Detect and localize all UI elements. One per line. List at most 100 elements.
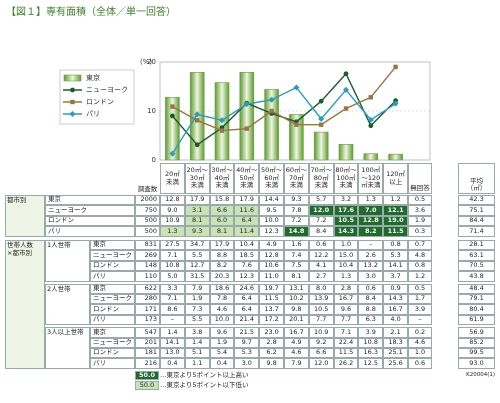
cell-no-answer: 3.6 — [408, 205, 432, 216]
cell-value: 1.3 — [333, 271, 359, 282]
cell-value: 10.0 — [209, 314, 235, 326]
cell-value: 0.6 — [308, 240, 334, 251]
row-label: ロンドン — [90, 304, 135, 315]
cell-value: 31.5 — [184, 271, 210, 282]
column-header: 調査数 — [137, 185, 158, 194]
row-label: 東京 — [90, 283, 135, 294]
cell-average: 99.5 — [458, 348, 495, 359]
cell-value: 18.5 — [234, 250, 260, 261]
cell-value: 8.2 — [358, 226, 384, 237]
cell-value: 1.3 — [160, 226, 185, 237]
cell-value: 15.8 — [209, 195, 235, 206]
cell-value: 9.5 — [259, 205, 284, 216]
cell-value: 1.4 — [160, 327, 185, 338]
cell-value: 17.9 — [209, 240, 235, 251]
cell-value: 9.6 — [209, 327, 235, 338]
cell-average: 75.1 — [458, 205, 495, 216]
cell-value: – — [358, 240, 384, 251]
cell-average: 61.9 — [458, 314, 495, 326]
cell-value: 7.2 — [284, 215, 309, 227]
cell-value: 21.5 — [234, 327, 260, 338]
cell-value: 3.3 — [160, 283, 185, 294]
legend-label: 東京 — [86, 73, 100, 82]
section-label: 世帯人数 ×都市別 — [5, 240, 45, 369]
y-tick-label: 10 — [147, 107, 156, 115]
cell-value: 4.6 — [209, 304, 235, 315]
row-label: ロンドン — [90, 260, 135, 272]
cell-value: 14.1 — [383, 260, 408, 272]
cell-value: 10.0 — [259, 215, 284, 227]
cell-value: – — [160, 314, 185, 326]
point — [244, 126, 249, 131]
row-label: パリ — [90, 314, 135, 326]
cell-value: 14.1 — [160, 337, 185, 348]
cell-value: 34.7 — [184, 240, 210, 251]
cell-value: 13.1 — [284, 283, 309, 294]
cell-n: 831 — [135, 240, 160, 251]
point — [170, 113, 175, 119]
cell-value: 7.3 — [184, 304, 210, 315]
cell-value: 10.5 — [308, 304, 334, 315]
row-label: パリ — [90, 358, 135, 369]
cell-n: 173 — [135, 314, 160, 326]
bar — [388, 153, 403, 161]
cell-value: 11.0 — [259, 271, 284, 282]
cell-value: 17.6 — [333, 205, 359, 216]
cell-value: 3.2 — [333, 195, 359, 206]
cell-average: 85.2 — [458, 337, 495, 348]
cell-value: 7.8 — [209, 294, 235, 305]
point — [243, 101, 250, 108]
point — [318, 98, 324, 104]
cell-value: 12.8 — [259, 250, 284, 261]
cell-value: 3.9 — [358, 327, 384, 338]
group-label: 3人以上世帯 — [45, 327, 90, 369]
row-label: ニューヨーク — [45, 205, 135, 216]
legend-marker — [70, 99, 75, 105]
point — [343, 106, 349, 111]
row-label: ニューヨーク — [90, 337, 135, 348]
cell-value: 6.6 — [209, 205, 235, 216]
cell-value: 25.1 — [383, 348, 408, 359]
cell-value: 8.2 — [209, 260, 235, 272]
column-header: 50㎡～ 60㎡ 未満 — [259, 163, 284, 194]
cell-no-answer: 1.2 — [408, 271, 432, 282]
cell-n: 547 — [135, 327, 160, 338]
cell-value: 10.8 — [358, 337, 384, 348]
point — [194, 142, 200, 148]
cell-value: 19.7 — [259, 283, 284, 294]
cell-no-answer: 3.9 — [408, 304, 432, 315]
cell-no-answer: 0.2 — [408, 327, 432, 338]
cell-value: 18.6 — [209, 283, 235, 294]
line — [172, 66, 397, 132]
point — [169, 150, 176, 157]
cell-value: 3.1 — [184, 205, 210, 216]
row-label: ロンドン — [45, 215, 135, 227]
cell-value: 24.6 — [234, 283, 260, 294]
cell-value: 8.4 — [358, 294, 384, 305]
cell-average: 28.1 — [458, 240, 495, 251]
cell-value: 3.0 — [358, 271, 384, 282]
cell-value: 6.4 — [234, 215, 260, 227]
cell-value: 1.3 — [358, 195, 384, 206]
y-tick-label: 20 — [147, 58, 156, 66]
cell-value: 0.6 — [358, 283, 384, 294]
cell-value: 7.8 — [284, 205, 309, 216]
cell-value: 2.8 — [259, 337, 284, 348]
cell-average: 84.4 — [458, 215, 495, 227]
legend-marker — [70, 87, 75, 93]
row-label: ニューヨーク — [90, 250, 135, 261]
cell-value: 13.7 — [259, 304, 284, 315]
cell-value: 5.5 — [184, 250, 210, 261]
cell-no-answer: 0.5 — [408, 195, 432, 206]
cell-value: 23.0 — [259, 327, 284, 338]
note-text: …東京より5ポイント以下低い — [160, 380, 249, 389]
cell-value: 11.5 — [383, 226, 408, 237]
cell-value: 10.4 — [234, 240, 260, 251]
cell-value: 5.5 — [184, 314, 210, 326]
cell-no-answer: 1.7 — [408, 294, 432, 305]
cell-value: 1.6 — [284, 240, 309, 251]
cell-value: 9.2 — [308, 337, 334, 348]
row-label: 東京 — [45, 195, 135, 206]
